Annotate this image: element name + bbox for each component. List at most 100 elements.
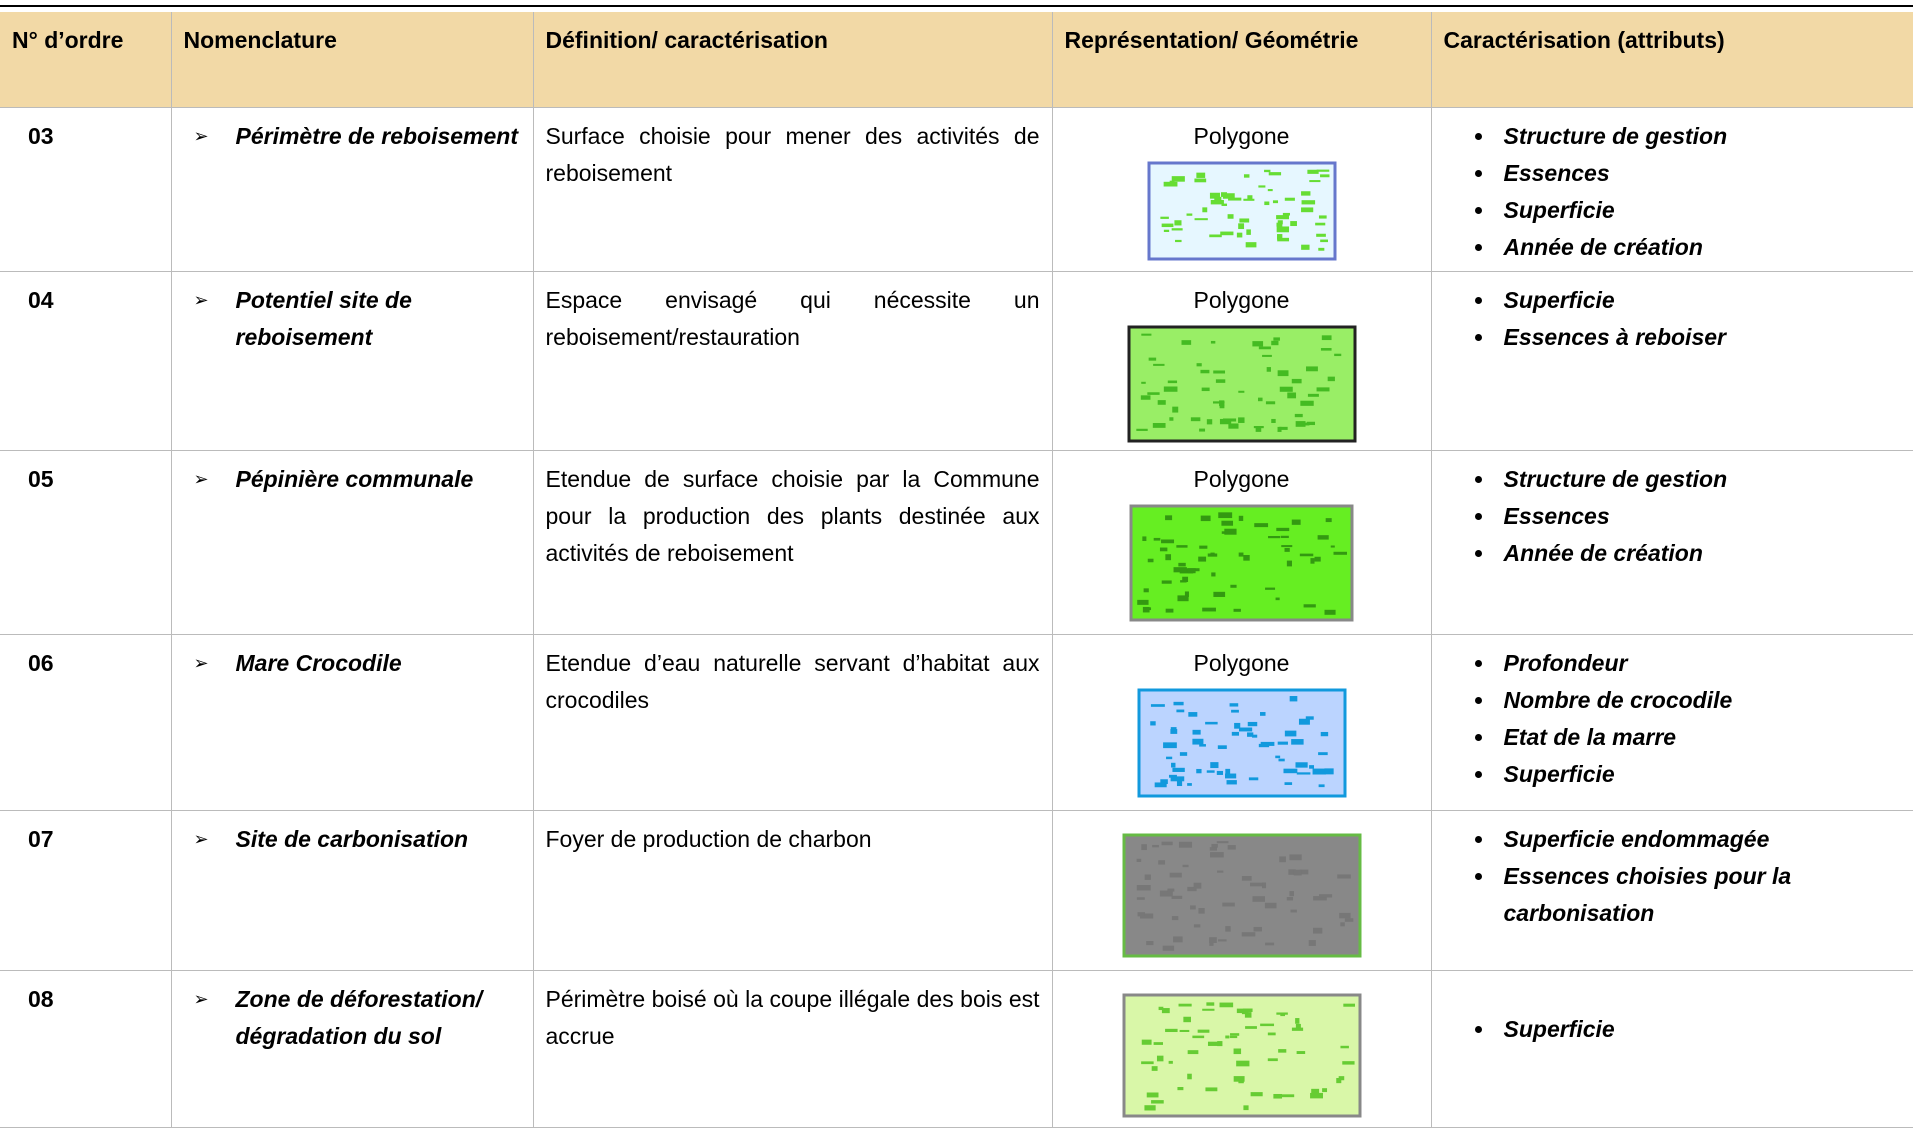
symbol-texture bbox=[1237, 390, 1244, 393]
symbol-texture bbox=[1259, 1023, 1274, 1027]
symbol-texture bbox=[1219, 1002, 1233, 1008]
nomenclature: Pépinière communale bbox=[235, 466, 474, 492]
symbol-texture bbox=[1181, 340, 1191, 345]
table-row: 07 ➢ Site de carbonisation Foyer de product… bbox=[0, 810, 1913, 971]
attribute: Nombre de crocodile bbox=[1496, 682, 1902, 719]
symbol-texture bbox=[1238, 727, 1252, 732]
symbol-texture bbox=[1193, 924, 1200, 928]
symbol-fill bbox=[1129, 504, 1354, 622]
arrow-bullet: ➢ bbox=[193, 989, 209, 1009]
attribute: Superficie bbox=[1496, 192, 1902, 229]
symbol-texture bbox=[1157, 860, 1165, 865]
symbol-texture bbox=[1187, 568, 1196, 574]
symbol-texture bbox=[1142, 606, 1150, 613]
symbol-texture bbox=[1289, 909, 1297, 913]
arrow-bullet: ➢ bbox=[193, 290, 209, 310]
symbol-texture bbox=[1182, 576, 1189, 582]
symbol-texture bbox=[1241, 932, 1255, 937]
symbol-texture bbox=[1216, 841, 1228, 844]
symbol-texture bbox=[1137, 912, 1145, 917]
symbol-texture bbox=[1220, 192, 1227, 197]
symbol-texture bbox=[1264, 942, 1274, 946]
symbol-texture bbox=[1193, 178, 1206, 183]
symbol-texture bbox=[1280, 1094, 1294, 1098]
symbol-texture bbox=[1264, 902, 1277, 909]
nomenclature: Site de carbonisation bbox=[235, 826, 469, 852]
symbol-texture bbox=[1224, 768, 1230, 775]
symbol-texture bbox=[1199, 545, 1208, 549]
symbol-texture bbox=[1299, 400, 1314, 406]
symbol-texture bbox=[1175, 709, 1184, 713]
symbol-texture bbox=[1270, 340, 1278, 346]
symbol-texture bbox=[1206, 419, 1212, 425]
symbol-texture bbox=[1242, 198, 1254, 201]
symbol-texture bbox=[1140, 395, 1150, 400]
symbol-texture bbox=[1294, 1018, 1299, 1024]
symbol-texture bbox=[1209, 762, 1218, 769]
attribute-list: Structure de gestionEssencesSuperficieAn… bbox=[1444, 118, 1902, 266]
symbol-texture bbox=[1319, 239, 1328, 243]
symbol-texture bbox=[1140, 381, 1146, 384]
symbol-texture bbox=[1178, 562, 1186, 567]
symbol-texture bbox=[1272, 200, 1278, 204]
symbol-texture bbox=[1194, 218, 1208, 221]
symbol-texture bbox=[1173, 220, 1181, 226]
symbol-texture bbox=[1151, 1066, 1158, 1071]
symbol-texture bbox=[1178, 841, 1192, 848]
symbol-texture bbox=[1219, 404, 1224, 409]
nomenclature-cell: ➢ Zone de déforestation/ dégradation du s… bbox=[170, 970, 534, 1128]
symbol-texture bbox=[1174, 239, 1182, 243]
symbol-texture bbox=[1323, 768, 1334, 775]
symbol-texture bbox=[1200, 515, 1211, 522]
symbol-texture bbox=[1163, 386, 1177, 392]
symbol-texture bbox=[1136, 885, 1151, 891]
symbol-texture bbox=[1312, 896, 1327, 901]
symbol-texture bbox=[1197, 1029, 1209, 1033]
symbol-texture bbox=[1165, 756, 1172, 760]
legend-symbol bbox=[1127, 325, 1356, 443]
symbol-texture bbox=[1237, 223, 1244, 230]
symbol-texture bbox=[1309, 1092, 1323, 1099]
symbol-texture bbox=[1172, 701, 1184, 706]
symbol-texture bbox=[1209, 852, 1224, 858]
geometry-cell: Polygone bbox=[1051, 634, 1432, 811]
symbol-texture bbox=[1170, 776, 1184, 782]
symbol-texture bbox=[1258, 346, 1271, 350]
symbol-texture bbox=[1152, 363, 1165, 366]
symbol-texture bbox=[1316, 387, 1330, 392]
symbol-texture bbox=[1289, 221, 1297, 227]
symbol-texture bbox=[1171, 895, 1182, 899]
symbol-texture bbox=[1176, 545, 1188, 548]
arrow-bullet: ➢ bbox=[193, 469, 209, 489]
symbol-texture bbox=[1278, 426, 1288, 430]
symbol-texture bbox=[1180, 580, 1187, 583]
symbol-texture bbox=[1165, 608, 1174, 613]
symbol-texture bbox=[1295, 421, 1306, 427]
symbol-texture bbox=[1272, 337, 1280, 341]
geometry-cell bbox=[1051, 970, 1432, 1128]
symbol-texture bbox=[1339, 922, 1345, 927]
symbol-texture bbox=[1219, 231, 1233, 236]
symbol-texture bbox=[1221, 902, 1235, 907]
symbol-texture bbox=[1211, 572, 1216, 577]
symbol-texture bbox=[1268, 172, 1281, 176]
symbol-texture bbox=[1253, 926, 1262, 932]
symbol-texture bbox=[1290, 739, 1304, 745]
symbol-texture bbox=[1171, 767, 1185, 772]
symbol-texture bbox=[1171, 176, 1185, 182]
symbol-texture bbox=[1318, 784, 1325, 788]
nomenclature-cell: ➢ Périmètre de reboisement bbox=[170, 107, 534, 272]
geometry: Polygone bbox=[1193, 287, 1290, 313]
symbol-texture bbox=[1224, 926, 1231, 932]
symbol-texture bbox=[1184, 591, 1189, 597]
symbol-texture bbox=[1333, 353, 1341, 357]
symbol-texture bbox=[1307, 393, 1319, 397]
symbol-texture bbox=[1144, 874, 1151, 880]
symbol-texture bbox=[1140, 1061, 1154, 1065]
symbol-texture bbox=[1294, 762, 1308, 768]
attribute: Etat de la marre bbox=[1496, 719, 1902, 756]
symbol-texture bbox=[1182, 1016, 1191, 1023]
symbol-texture bbox=[1316, 169, 1329, 172]
symbol-texture bbox=[1275, 597, 1280, 601]
attribute: Essences choisies pour la carbonisation bbox=[1496, 858, 1902, 932]
